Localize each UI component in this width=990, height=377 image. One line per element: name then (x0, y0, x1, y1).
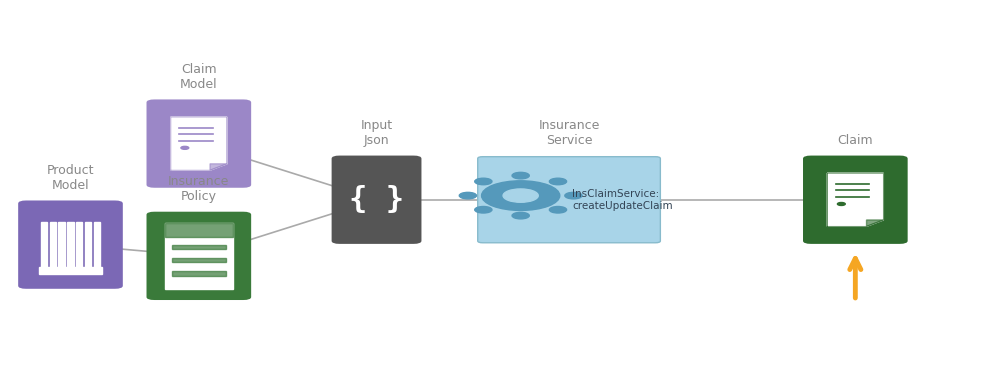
Bar (172, 245, 226, 249)
Bar (76, 222, 82, 267)
Circle shape (503, 189, 539, 202)
Polygon shape (210, 164, 227, 170)
Bar (172, 258, 226, 262)
Bar (165, 223, 233, 238)
FancyBboxPatch shape (147, 212, 251, 300)
Text: Claim: Claim (838, 134, 873, 147)
Polygon shape (171, 117, 227, 170)
Text: { }: { } (348, 185, 404, 214)
Circle shape (838, 202, 845, 205)
Circle shape (459, 192, 476, 199)
Bar (94, 222, 100, 267)
Bar (41, 222, 47, 267)
FancyBboxPatch shape (332, 156, 422, 244)
Circle shape (565, 192, 582, 199)
Bar (85, 222, 91, 267)
Circle shape (549, 178, 566, 185)
Circle shape (512, 212, 530, 219)
Text: Claim
Model: Claim Model (180, 63, 218, 91)
FancyBboxPatch shape (478, 157, 660, 243)
Circle shape (475, 178, 492, 185)
Polygon shape (828, 173, 883, 226)
Bar (165, 223, 233, 289)
Circle shape (475, 207, 492, 213)
Polygon shape (866, 220, 883, 226)
Bar (172, 271, 226, 276)
Bar (67, 222, 73, 267)
Circle shape (512, 172, 530, 179)
Bar (50, 222, 55, 267)
FancyBboxPatch shape (803, 156, 908, 244)
Circle shape (481, 181, 559, 210)
Bar (39, 267, 102, 274)
Text: Insurance
Service: Insurance Service (539, 120, 600, 147)
Text: Product
Model: Product Model (47, 164, 94, 192)
Text: InsClaimService:
createUpdateClaim: InsClaimService: createUpdateClaim (572, 189, 673, 210)
FancyBboxPatch shape (18, 201, 123, 289)
Circle shape (549, 207, 566, 213)
Text: Insurance
Policy: Insurance Policy (168, 175, 230, 204)
Text: Input
Json: Input Json (360, 120, 393, 147)
FancyBboxPatch shape (147, 100, 251, 188)
Circle shape (181, 146, 189, 149)
Bar (58, 222, 64, 267)
